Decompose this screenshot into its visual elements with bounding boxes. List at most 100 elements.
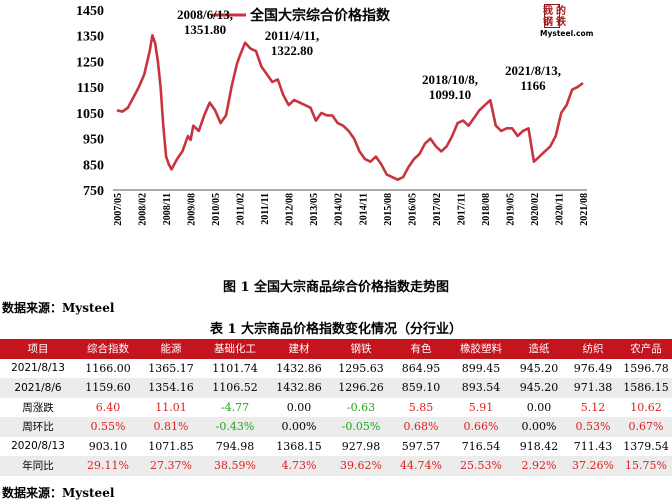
series-group	[116, 33, 584, 181]
table-cell: 6.40	[95, 400, 121, 414]
row-label: 2021/8/6	[14, 381, 62, 394]
annotation-label: 2018/10/8,	[422, 72, 478, 87]
row-label: 周环比	[22, 421, 54, 434]
table-title: 表 1 大宗商品价格指数变化情况（分行业）	[209, 322, 463, 337]
table-cell: 1586.15	[623, 381, 669, 395]
table-header-cell: 有色	[392, 339, 450, 359]
figure-caption: 图 1 全国大宗商品综合价格指数走势图	[222, 280, 450, 295]
table-cell: 903.10	[88, 439, 128, 453]
table-row: 周环比 0.55% 0.81% -0.43% 0.00% -0.05% 0.68% 0.66%…	[0, 417, 672, 437]
table-cell: 1432.86	[276, 381, 322, 395]
y-tick-label: 1250	[76, 55, 104, 70]
x-tick-label: 2011/02	[236, 193, 247, 225]
table-header-row: 项目 综合指数 能源 基础化工 建材 钢铁 有色 橡胶塑料 造纸 纺织 农产品	[0, 339, 672, 359]
table-cell: 0.68%	[403, 420, 439, 434]
data-source-top: 数据来源：Mysteel	[2, 301, 115, 315]
table-cell: 38.59%	[214, 459, 256, 473]
table-header-cell: 能源	[140, 339, 202, 359]
table-cell: 927.98	[341, 439, 381, 453]
table-cell: 899.45	[461, 361, 501, 375]
table-header-cell: 项目	[0, 339, 76, 359]
table-cell: 976.49	[573, 361, 613, 375]
table-cell: -0.05%	[341, 420, 381, 434]
logo-char: 钢	[543, 17, 553, 28]
x-tick-label: 2015/08	[383, 193, 394, 226]
table-header-cell: 造纸	[512, 339, 566, 359]
table-cell: 25.53%	[460, 459, 502, 473]
annotation-label: 2021/8/13,	[505, 63, 561, 78]
table-cell: 10.62	[630, 400, 662, 414]
series-line	[116, 33, 584, 181]
x-tick-label: 2011/11	[260, 193, 271, 225]
x-tick-label: 2010/05	[211, 193, 222, 226]
x-tick-label: 2017/02	[432, 193, 443, 226]
y-tick-label: 1450	[76, 4, 104, 19]
table-cell: 1354.16	[148, 381, 194, 395]
table-cell: 0.00%	[281, 420, 317, 434]
mysteel-logo: 我 的 钢 铁 Mysteel.com	[540, 2, 610, 42]
sector-index-table: 项目 综合指数 能源 基础化工 建材 钢铁 有色 橡胶塑料 造纸 纺织 农产品 2021/8/13 1…	[0, 339, 672, 476]
table-cell: 15.75%	[625, 459, 667, 473]
x-tick-label: 2007/05	[113, 193, 124, 226]
x-tick-label: 2008/02	[138, 193, 149, 226]
table-cell: -0.63	[346, 400, 376, 414]
annotations: 2008/6/13,1351.80 2011/4/11,1322.80 2018/1…	[177, 7, 561, 102]
table-cell: 893.54	[461, 381, 501, 395]
y-tick-label: 850	[83, 158, 104, 173]
table-row: 周涨跌 6.40 11.01 -4.77 0.00 -0.63 5.85 5.91 0.00 5.…	[0, 397, 672, 417]
table-cell: 2.92%	[521, 459, 557, 473]
table-cell: 5.91	[468, 400, 494, 414]
table-row: 2021/8/6 1159.60 1354.16 1106.52 1432.86 1296…	[0, 378, 672, 398]
logo-brand: Mysteel.com	[540, 29, 594, 38]
table-header-cell: 橡胶塑料	[450, 339, 512, 359]
table-cell: -4.77	[220, 400, 250, 414]
table-cell: 1432.86	[276, 361, 322, 375]
row-label: 年同比	[22, 460, 54, 473]
x-tick-label: 2012/08	[285, 193, 296, 226]
table-header-cell: 综合指数	[76, 339, 140, 359]
table-cell: 0.66%	[463, 420, 499, 434]
table-cell: 864.95	[401, 361, 441, 375]
table-cell: 0.00%	[521, 420, 557, 434]
table-cell: 0.67%	[628, 420, 664, 434]
logo-char: 铁	[556, 17, 566, 28]
table-cell: 1159.60	[85, 381, 131, 395]
x-tick-label: 2017/11	[456, 193, 467, 225]
table-cell: 1071.85	[148, 439, 194, 453]
table-cell: 597.57	[401, 439, 441, 453]
legend-label: 全国大宗综合价格指数	[249, 7, 391, 24]
table-cell: 5.85	[408, 400, 434, 414]
table-cell: 1106.52	[212, 381, 258, 395]
y-tick-label: 1050	[76, 107, 104, 122]
table-cell: 945.20	[519, 361, 559, 375]
table-cell: 39.62%	[340, 459, 382, 473]
table-cell: -0.43%	[215, 420, 255, 434]
x-tick-label: 2021/08	[579, 193, 590, 226]
logo-char: 的	[556, 6, 566, 17]
x-tick-label: 2013/05	[309, 193, 320, 226]
table-cell: 29.11%	[87, 459, 129, 473]
table-header-cell: 纺织	[566, 339, 620, 359]
table-cell: 1295.63	[338, 361, 384, 375]
x-tick-label: 2016/05	[407, 193, 418, 226]
x-tick-label: 2020/02	[530, 193, 541, 226]
table-cell: 711.43	[573, 439, 613, 453]
table-cell: 0.00	[286, 400, 312, 414]
annotation-label: 1166	[520, 78, 546, 93]
y-tick-label: 950	[83, 133, 104, 148]
table-cell: 1296.26	[338, 381, 384, 395]
x-tick-label: 2009/08	[187, 193, 198, 226]
annotation-label: 1099.10	[429, 87, 471, 102]
annotation-label: 1322.80	[271, 43, 313, 58]
table-cell: 27.37%	[150, 459, 192, 473]
table-cell: 0.53%	[575, 420, 611, 434]
table-cell: 859.10	[401, 381, 441, 395]
table-cell: 1365.17	[148, 361, 194, 375]
table-cell: 4.73%	[281, 459, 317, 473]
x-tick-label: 2018/08	[481, 193, 492, 226]
chart-legend: 全国大宗综合价格指数	[212, 7, 391, 24]
y-tick-label: 1150	[77, 81, 104, 96]
table-cell: 0.81%	[153, 420, 189, 434]
table-cell: 1596.78	[623, 361, 669, 375]
row-label: 周涨跌	[22, 401, 54, 414]
